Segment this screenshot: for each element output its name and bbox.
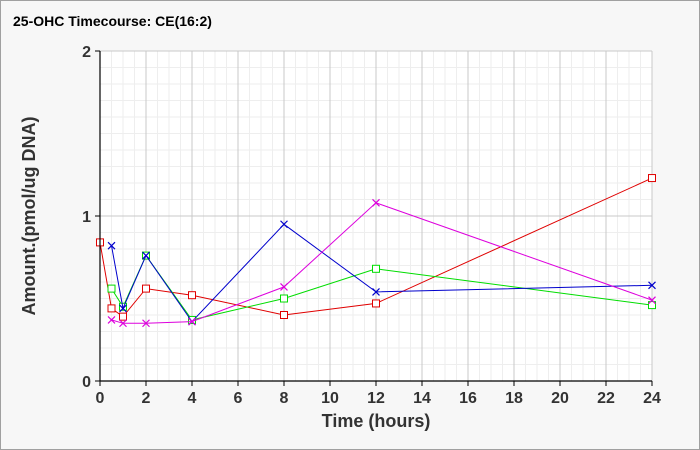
data-point-marker [648,174,656,183]
data-point-marker [280,294,288,303]
data-point-marker [372,264,380,273]
x-tick-label: 2 [142,390,151,407]
x-tick-label: 18 [505,390,523,407]
data-point-marker [142,319,150,328]
data-point-marker [142,284,150,293]
data-point-marker [142,251,150,260]
x-tick-label: 0 [96,390,105,407]
x-tick-label: 6 [234,390,243,407]
data-point-marker [188,317,196,326]
y-axis-ticks: 0 1 2 [82,44,100,391]
major-grid [99,50,653,382]
data-point-marker [372,287,380,296]
data-point-marker [107,241,116,250]
x-tick-label: 4 [188,390,197,407]
data-point-marker [107,316,116,324]
data-point-marker [280,220,288,229]
x-tick-label: 14 [413,390,431,407]
data-point-marker [188,291,196,300]
y-axis-label: Amount.(pmol/ug DNA) [19,117,39,316]
y-tick-label: 2 [82,44,91,61]
data-point-marker [280,283,288,291]
data-point-marker [372,299,380,308]
data-point-marker [648,296,656,305]
x-tick-label: 10 [321,390,339,407]
data-point-marker [119,319,127,328]
data-point-marker [119,304,127,313]
series-4 [107,198,656,328]
y-tick-label: 1 [82,209,91,226]
x-tick-label: 16 [459,390,477,407]
data-point-marker [372,198,380,207]
x-tick-label: 20 [551,390,569,407]
data-point-marker [280,311,288,319]
chart-title: 25-OHC Timecourse: CE(16:2) [13,13,212,29]
x-axis-label: Time (hours) [322,411,431,431]
x-tick-label: 8 [280,390,289,407]
x-tick-label: 24 [643,390,661,407]
series-layer [96,174,656,328]
data-point-marker [119,312,127,321]
x-axis-ticks: 0 2 4 6 8 10 12 14 16 18 20 22 24 [96,381,661,407]
data-point-marker [648,301,656,310]
data-point-marker [107,284,116,293]
data-point-marker [648,281,656,290]
x-tick-label: 22 [597,390,615,407]
x-tick-label: 12 [367,390,385,407]
series-1 [96,174,656,321]
data-point-marker [107,304,116,313]
y-tick-label: 0 [82,374,91,391]
